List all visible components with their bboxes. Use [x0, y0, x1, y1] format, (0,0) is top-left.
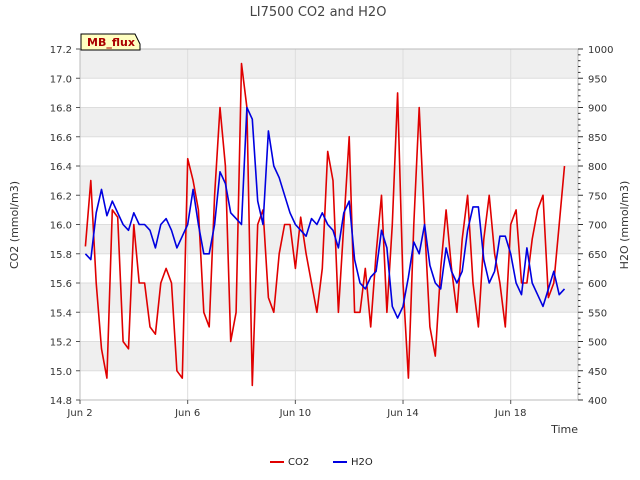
left-tick-label: 15.4: [50, 308, 72, 319]
left-tick-label: 16.6: [50, 133, 72, 144]
right-tick-label: 650: [588, 250, 607, 261]
left-tick-label: 14.8: [50, 396, 72, 407]
right-tick-label: 900: [588, 104, 607, 115]
plot-band: [80, 370, 578, 400]
series-line-h2o: [84, 106, 566, 319]
right-tick-label: 700: [588, 221, 607, 232]
badge-shape: [80, 33, 141, 51]
plot-band: [80, 166, 578, 196]
right-tick-label: 850: [588, 133, 607, 144]
plot-band: [80, 253, 578, 283]
left-tick-label: 17.0: [50, 74, 72, 85]
badge: MB_flux: [80, 33, 141, 51]
right-tick-label: 500: [588, 338, 607, 349]
series-line-co2: [84, 62, 566, 387]
series-layer: [84, 62, 566, 387]
y-axis-label-right: H2O (mmol/m3): [618, 181, 631, 270]
left-axis: 14.8 15.0 15.2 15.4 15.6 15.8 16.0 16.2 16.4 16.6…: [50, 45, 80, 407]
right-tick-label: 750: [588, 191, 607, 202]
left-tick-label: 17.2: [50, 45, 72, 56]
right-tick-label: 800: [588, 162, 607, 173]
right-tick-label: 950: [588, 74, 607, 85]
left-tick-label: 16.4: [50, 162, 72, 173]
right-tick-label: 400: [588, 396, 607, 407]
legend-label-co2: CO2: [288, 457, 309, 468]
x-tick-label: Jun 18: [494, 408, 527, 419]
plot-band: [80, 195, 578, 225]
plot-background-bands: [80, 49, 578, 400]
left-tick-label: 15.0: [50, 367, 72, 378]
x-axis: Jun 2 Jun 6 Jun 10 Jun 14 Jun 18: [66, 400, 526, 419]
plot-band: [80, 107, 578, 137]
left-tick-label: 15.8: [50, 250, 72, 261]
chart-title: LI7500 CO2 and H2O: [250, 5, 387, 20]
left-tick-label: 15.2: [50, 338, 72, 349]
left-tick-label: 16.2: [50, 191, 72, 202]
legend-label-h2o: H2O: [351, 457, 373, 468]
x-tick-label: Jun 14: [386, 408, 419, 419]
badge-label: MB_flux: [87, 36, 135, 49]
plot-band: [80, 341, 578, 371]
x-tick-label: Jun 2: [66, 408, 92, 419]
plot-band: [80, 49, 578, 79]
right-tick-label: 1000: [588, 45, 613, 56]
left-tick-label: 16.0: [50, 221, 72, 232]
plot-band: [80, 78, 578, 108]
left-tick-label: 15.6: [50, 279, 72, 290]
plot-band: [80, 283, 578, 313]
x-axis-label: Time: [550, 423, 578, 436]
plot-band: [80, 312, 578, 342]
right-tick-label: 450: [588, 367, 607, 378]
plot-band: [80, 224, 578, 254]
right-tick-label: 550: [588, 308, 607, 319]
left-tick-label: 16.8: [50, 104, 72, 115]
legend: CO2 H2O: [270, 457, 373, 468]
right-tick-label: 600: [588, 279, 607, 290]
right-axis: 400 450 500 550 600 650 700 750 800 850 900 950 1000: [578, 45, 613, 407]
x-tick-label: Jun 6: [174, 408, 200, 419]
y-axis-label-left: CO2 (mmol/m3): [8, 181, 21, 269]
x-tick-label: Jun 10: [279, 408, 312, 419]
